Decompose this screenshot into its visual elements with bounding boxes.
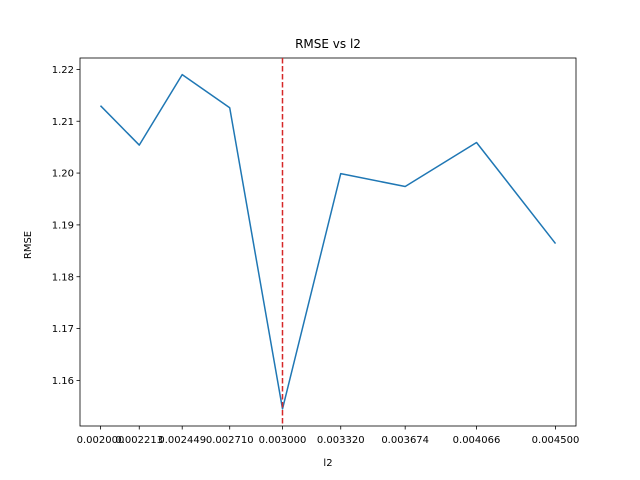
x-tick-label: 0.002000: [77, 435, 125, 446]
x-tick-label: 0.004066: [453, 435, 501, 446]
rmse-series-line: [99, 73, 557, 410]
x-tick-label: 0.004500: [532, 435, 580, 446]
x-tick-label: 0.003000: [259, 435, 307, 446]
x-axis-label: l2: [323, 458, 332, 469]
axes-frame: [79, 57, 577, 427]
x-tick-label: 0.002710: [206, 435, 254, 446]
y-tick-label: 1.20: [52, 169, 74, 180]
y-tick-label: 1.17: [52, 324, 74, 335]
plot-area: 1.161.171.181.191.201.211.220.0020000.00…: [52, 57, 580, 446]
y-tick-label: 1.19: [52, 220, 74, 231]
y-tick-label: 1.22: [52, 65, 74, 76]
x-tick-label: 0.002213: [115, 435, 163, 446]
chart-title: RMSE vs l2: [295, 37, 361, 51]
y-axis-label: RMSE: [23, 231, 34, 259]
y-tick-label: 1.18: [52, 272, 74, 283]
y-tick-label: 1.21: [52, 117, 74, 128]
x-tick-label: 0.003674: [381, 435, 429, 446]
x-tick-label: 0.003320: [317, 435, 365, 446]
x-tick-label: 0.002449: [158, 435, 206, 446]
y-tick-label: 1.16: [52, 376, 74, 387]
